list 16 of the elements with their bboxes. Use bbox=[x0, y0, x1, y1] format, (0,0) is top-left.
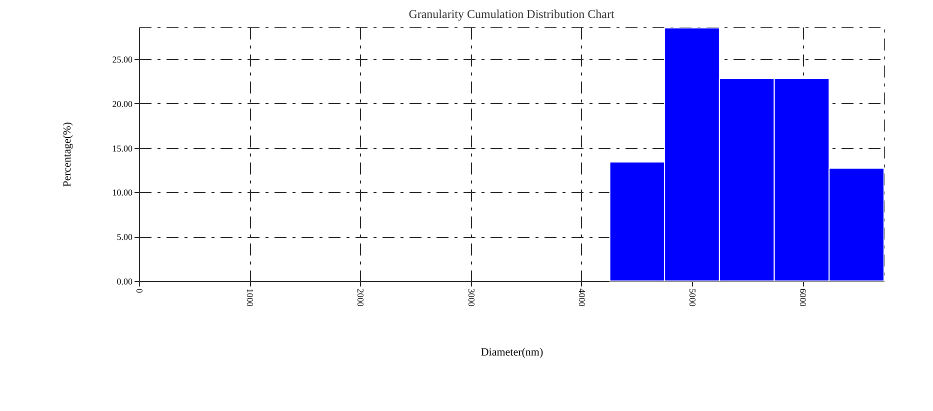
y-tick-label: 0.00 bbox=[116, 276, 133, 286]
x-tick-label: 2000 bbox=[356, 288, 366, 307]
x-axis-title: Diameter(nm) bbox=[480, 346, 544, 358]
y-tick-label: 20.00 bbox=[112, 98, 133, 109]
chart-title: Granularity Cumulation Distribution Chart bbox=[408, 7, 615, 21]
x-tick-label: 1000 bbox=[245, 288, 256, 307]
y-tick-label: 10.00 bbox=[112, 188, 133, 198]
y-tick-label: 5.00 bbox=[116, 232, 133, 242]
x-tick-label: 4000 bbox=[576, 288, 587, 307]
x-tick-label: 0 bbox=[134, 288, 144, 294]
x-tick-label: 6000 bbox=[798, 288, 808, 307]
x-tick-label: 3000 bbox=[466, 288, 476, 307]
y-tick-label: 15.00 bbox=[112, 143, 133, 154]
y-tick-label: 25.00 bbox=[112, 54, 133, 64]
y-axis-title: Percentage(%) bbox=[61, 122, 74, 187]
x-tick-label: 5000 bbox=[688, 288, 698, 307]
